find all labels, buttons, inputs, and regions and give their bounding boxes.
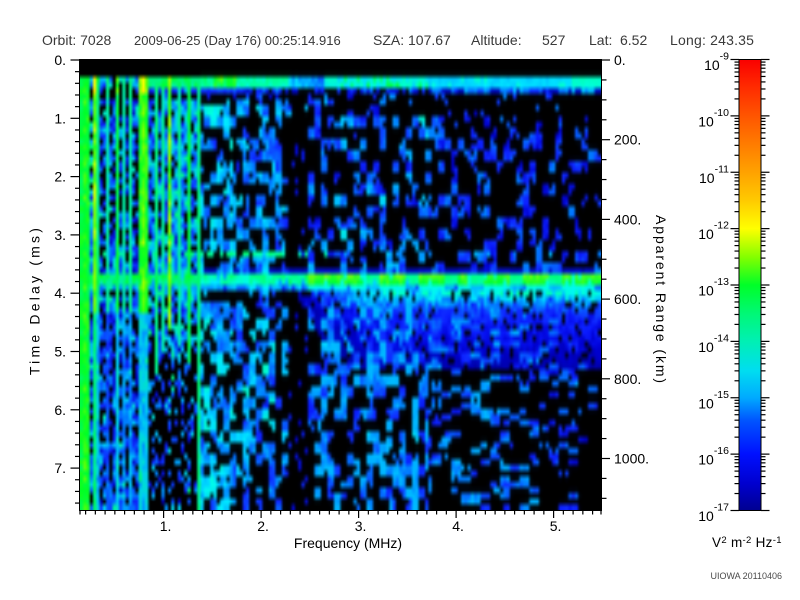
svg-text:10-11: 10-11 [699,163,729,186]
svg-text:3.: 3. [355,518,367,534]
svg-text:5.: 5. [550,518,562,534]
svg-text:V2 m-2 Hz-1: V2 m-2 Hz-1 [712,535,782,550]
svg-text:10-17: 10-17 [698,502,729,525]
svg-text:2009-06-25 (Day 176) 00:25:14.: 2009-06-25 (Day 176) 00:25:14.916 [134,33,341,48]
svg-text:1.: 1. [160,518,172,534]
svg-text:5.: 5. [54,344,66,360]
svg-text:Frequency (MHz): Frequency (MHz) [294,535,402,551]
svg-text:1.: 1. [54,110,66,126]
svg-text:Lat:: Lat: [589,32,612,48]
svg-text:6.52: 6.52 [620,32,647,48]
svg-text:4.: 4. [452,518,464,534]
svg-text:10-9: 10-9 [704,51,729,74]
svg-text:0.: 0. [614,52,626,68]
svg-text:10-16: 10-16 [698,445,729,468]
svg-text:0.: 0. [54,52,66,68]
svg-text:1000.: 1000. [614,451,649,467]
svg-text:10-13: 10-13 [698,276,729,299]
svg-text:10-15: 10-15 [698,389,729,412]
svg-text:Apparent Range (km): Apparent Range (km) [653,215,669,385]
svg-text:400.: 400. [614,211,641,227]
svg-text:4.: 4. [54,285,66,301]
svg-text:2.: 2. [54,169,66,185]
svg-text:200.: 200. [614,132,641,148]
svg-text:UIOWA 20110406: UIOWA 20110406 [710,571,782,581]
svg-text:6.: 6. [54,402,66,418]
svg-text:10-12: 10-12 [698,220,729,243]
svg-text:2.: 2. [257,518,269,534]
svg-text:SZA: 107.67: SZA: 107.67 [373,32,451,48]
svg-text:7.: 7. [54,460,66,476]
svg-text:Altitude:: Altitude: [471,32,522,48]
svg-text:10-10: 10-10 [698,107,729,130]
svg-text:3.: 3. [54,227,66,243]
svg-text:800.: 800. [614,371,641,387]
svg-text:527: 527 [542,32,566,48]
svg-text:Orbit: 7028: Orbit: 7028 [42,32,111,48]
svg-text:10-14: 10-14 [698,332,729,355]
svg-text:Long: 243.35: Long: 243.35 [670,32,754,48]
svg-text:Time Delay (ms): Time Delay (ms) [27,225,43,375]
svg-text:600.: 600. [614,291,641,307]
